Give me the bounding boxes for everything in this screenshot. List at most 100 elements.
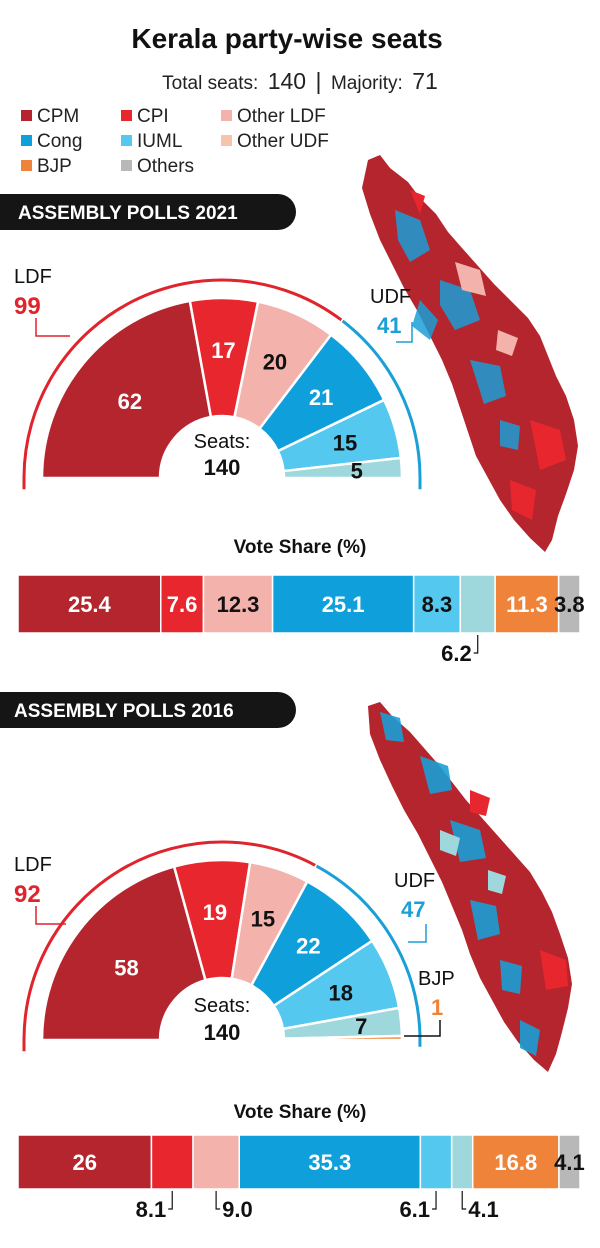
legend-swatch-cpi	[121, 110, 132, 121]
seat-label-other-ldf-2021: 20	[263, 349, 287, 374]
seat-label-other-udf-2021: 5	[351, 458, 363, 483]
vote-label-others-2016: 4.1	[554, 1150, 585, 1175]
vote-label-cpi-2016: 8.1	[136, 1197, 167, 1222]
separator: |	[316, 68, 322, 94]
seat-slice-cpm-2016	[40, 864, 208, 1042]
seat-slice-cpm-2021	[40, 299, 213, 480]
vote-label-cong-2021: 25.1	[322, 592, 365, 617]
badge-2016-shape	[0, 692, 296, 728]
vote-segment-cpi-2021	[159, 574, 205, 634]
group-name-udf-2016: UDF	[394, 870, 435, 892]
kerala-map-2021	[362, 155, 578, 552]
kerala-map-2021-shape	[362, 155, 578, 552]
group-name-udf-2021: UDF	[370, 286, 411, 308]
legend-label-other-udf: Other UDF	[237, 131, 329, 152]
leader-line-udf-2021	[396, 322, 413, 343]
vote-segment-cpm-2021	[17, 574, 162, 634]
seat-label-other-udf-2016: 7	[355, 1014, 367, 1039]
seats-center-label-2016: Seats:	[194, 995, 251, 1017]
vote-label-cong-2016: 35.3	[308, 1150, 351, 1175]
legend-label-cpi: CPI	[137, 106, 169, 127]
total-seats-value: 140	[268, 68, 306, 94]
legend-swatch-cong	[21, 135, 32, 146]
vote-label-iuml-2016: 6.1	[399, 1197, 430, 1222]
seat-label-other-ldf-2016: 15	[251, 907, 275, 932]
vote-leader-other-ldf-2016	[215, 1191, 221, 1210]
seat-label-iuml-2016: 18	[329, 980, 353, 1005]
vote-leader-other-udf-2016	[461, 1191, 467, 1210]
vote-segment-bjp-2021	[494, 574, 560, 634]
seat-arc-2016: 58 19 15 22 187	[22, 840, 441, 1052]
page-title: Kerala party-wise seats	[131, 23, 442, 54]
legend-label-iuml: IUML	[137, 131, 182, 152]
majority-value: 71	[412, 68, 438, 94]
vote-leader-other-udf-2021	[473, 635, 479, 654]
group-bracket-ldf-2021	[22, 278, 343, 490]
vote-label-other-ldf-2016: 9.0	[222, 1197, 253, 1222]
group-name-ldf-2016: LDF	[14, 854, 52, 876]
badge-2016-label: ASSEMBLY POLLS 2016	[14, 701, 234, 722]
vote-segment-other-udf-2016	[450, 1134, 474, 1190]
legend-label-cpm: CPM	[37, 106, 79, 127]
legend-label-cong: Cong	[37, 131, 82, 152]
leader-line-udf-2016	[408, 924, 427, 943]
vote-segment-others-2016	[558, 1134, 581, 1190]
total-seats-label: Total seats:	[162, 73, 258, 94]
seats-center-value-2016: 140	[204, 1020, 241, 1045]
seat-label-cpi-2016: 19	[203, 900, 227, 925]
legend-label-others: Others	[137, 156, 194, 177]
vote-segment-other-ldf-2021	[202, 574, 274, 634]
group-value-udf-2021: 41	[377, 313, 401, 338]
majority-label: Majority:	[331, 73, 403, 94]
badge-2021-label: ASSEMBLY POLLS 2021	[18, 203, 238, 224]
badge-2021-shape	[0, 194, 296, 230]
vote-segment-cong-2021	[271, 574, 415, 634]
group-bracket-udf-2016	[315, 864, 422, 1047]
total-seats-line: Total seats: 140 | Majority: 71	[162, 68, 438, 94]
badge-2016: ASSEMBLY POLLS 2016	[0, 692, 296, 728]
vote-share-bar-2021: 25.4 7.6 12.3 25.1 8.3 6.2 11.3 3.8	[17, 574, 585, 666]
group-name-ldf-2021: LDF	[14, 266, 52, 288]
group-value-bjp-2016: 1	[431, 995, 443, 1020]
leader-line-ldf-2016	[35, 906, 66, 925]
group-value-udf-2016: 47	[401, 897, 425, 922]
legend-swatch-other-udf	[221, 135, 232, 146]
leader-line-bjp-2016	[404, 1020, 441, 1037]
vote-label-cpm-2016: 26	[72, 1150, 96, 1175]
kerala-map-2016-teal-patches	[440, 830, 506, 894]
vote-share-title-2016: Vote Share (%)	[234, 1102, 367, 1123]
group-value-ldf-2021: 99	[14, 293, 41, 320]
legend-label-other-ldf: Other LDF	[237, 106, 326, 127]
kerala-map-2021-udf-patches	[395, 210, 520, 450]
vote-segment-iuml-2016	[419, 1134, 453, 1190]
seat-label-cpm-2016: 58	[114, 955, 138, 980]
seats-center-value-2021: 140	[204, 455, 241, 480]
leader-line-ldf-2021	[35, 318, 70, 337]
vote-leader-iuml-2016	[432, 1191, 437, 1210]
kerala-map-2016-cpi-patches	[470, 790, 568, 990]
kerala-map-2016	[368, 702, 572, 1072]
vote-label-cpm-2021: 25.4	[68, 592, 112, 617]
legend: CPM CPI Other LDF Cong IUML Other UDF BJ…	[21, 106, 329, 177]
vote-segment-others-2021	[557, 574, 581, 634]
seat-slice-bjp-2016	[282, 1034, 404, 1042]
vote-label-other-ldf-2021: 12.3	[217, 592, 260, 617]
badge-2021: ASSEMBLY POLLS 2021	[0, 194, 296, 230]
seat-label-iuml-2021: 15	[333, 431, 357, 456]
seat-label-cpm-2021: 62	[118, 389, 142, 414]
vote-label-bjp-2016: 16.8	[494, 1150, 537, 1175]
group-name-bjp-2016: BJP	[418, 968, 455, 990]
vote-share-title-2021: Vote Share (%)	[234, 537, 367, 558]
legend-swatch-bjp	[21, 160, 32, 171]
vote-segment-other-udf-2021	[459, 574, 496, 634]
vote-label-other-udf-2016: 4.1	[468, 1197, 499, 1222]
vote-segment-bjp-2016	[471, 1134, 560, 1190]
vote-label-bjp-2021: 11.3	[506, 592, 548, 617]
vote-segment-cpm-2016	[17, 1134, 153, 1190]
group-value-ldf-2016: 92	[14, 881, 41, 908]
vote-segment-iuml-2021	[412, 574, 462, 634]
seat-label-cong-2021: 21	[309, 385, 333, 410]
vote-label-other-udf-2021: 6.2	[441, 641, 472, 666]
